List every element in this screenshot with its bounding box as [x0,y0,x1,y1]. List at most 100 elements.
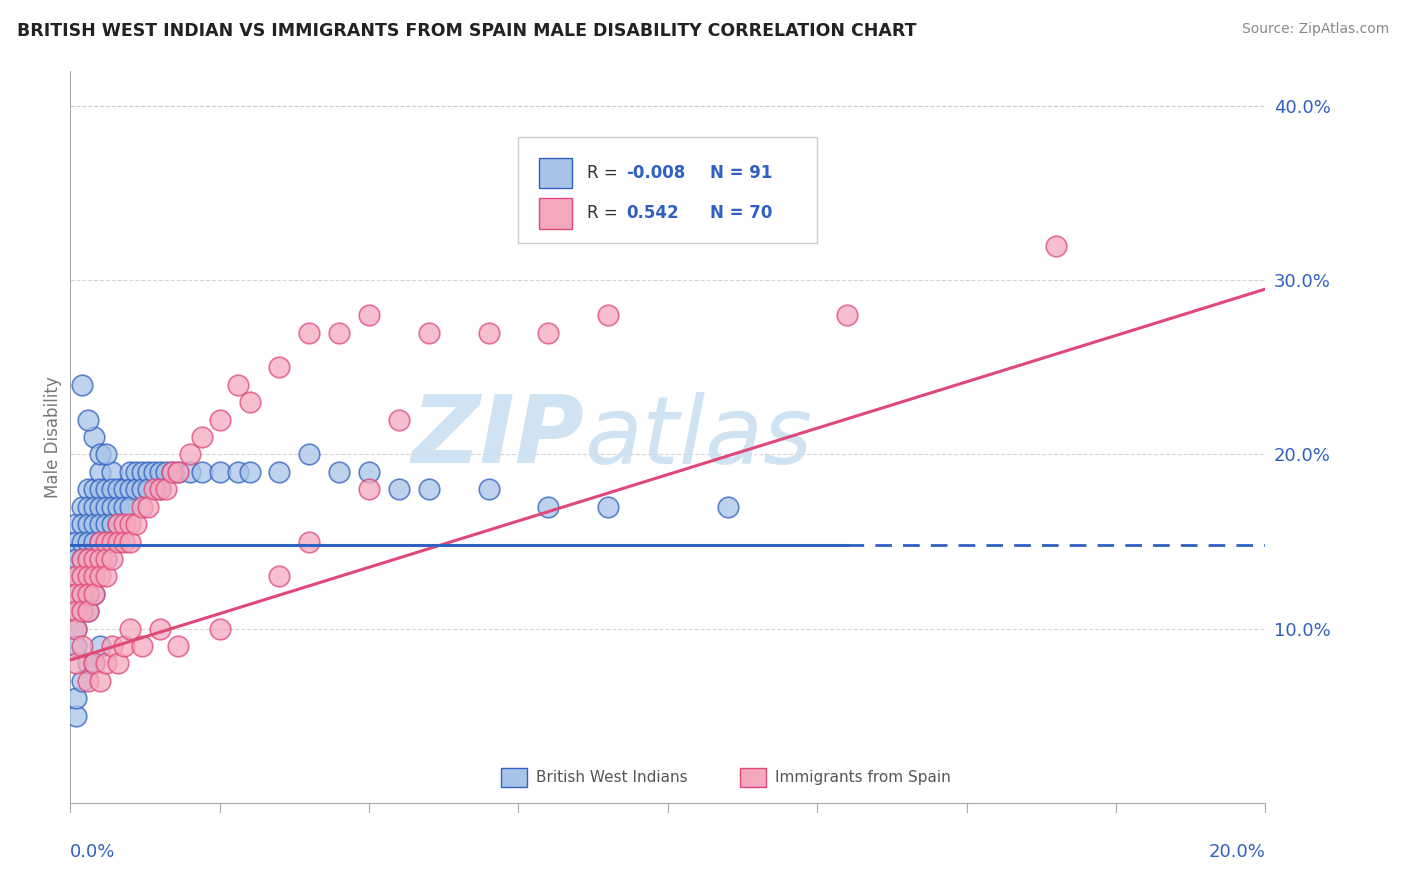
Point [65,691,87,706]
Point [120,483,141,497]
Text: -0.008: -0.008 [626,164,685,182]
Point [77,569,100,583]
Point [155,483,177,497]
Point [179,465,201,479]
Point [359,465,381,479]
Point [160,465,183,479]
Point [77,552,100,566]
Point [65,604,87,618]
Point [89,534,111,549]
Point [298,326,321,340]
Point [65,569,87,583]
Point [269,360,291,375]
Point [70,587,93,601]
Point [83,534,105,549]
Text: British West Indians: British West Indians [537,771,688,786]
Point [65,604,87,618]
Point [418,483,440,497]
Point [160,465,183,479]
Point [65,587,87,601]
Point [89,552,111,566]
Point [166,639,188,653]
Point [77,483,100,497]
Point [70,569,93,583]
Text: Immigrants from Spain: Immigrants from Spain [776,771,950,786]
Point [136,483,159,497]
Point [96,569,118,583]
Point [149,483,172,497]
Point [101,465,124,479]
Point [70,534,93,549]
Point [96,552,118,566]
Point [101,483,124,497]
Point [70,569,93,583]
Point [65,708,87,723]
Point [89,483,111,497]
Point [120,517,141,532]
Point [83,657,105,671]
Point [837,308,859,322]
Text: Source: ZipAtlas.com: Source: ZipAtlas.com [1241,22,1389,37]
Point [107,517,129,532]
FancyBboxPatch shape [538,158,572,188]
Point [107,657,129,671]
Point [125,465,148,479]
Point [239,465,262,479]
Point [89,517,111,532]
Point [77,587,100,601]
Point [89,552,111,566]
Point [89,673,111,688]
Point [89,500,111,514]
Point [70,552,93,566]
Point [598,500,620,514]
Point [112,483,135,497]
Point [598,308,620,322]
Point [101,639,124,653]
Point [89,448,111,462]
Point [208,412,231,426]
Point [77,500,100,514]
FancyBboxPatch shape [740,768,766,787]
Point [83,483,105,497]
Point [65,517,87,532]
Point [77,657,100,671]
Point [101,500,124,514]
Point [96,517,118,532]
Point [136,500,159,514]
Point [89,639,111,653]
Point [149,465,172,479]
Point [131,483,153,497]
Text: BRITISH WEST INDIAN VS IMMIGRANTS FROM SPAIN MALE DISABILITY CORRELATION CHART: BRITISH WEST INDIAN VS IMMIGRANTS FROM S… [17,22,917,40]
Point [83,587,105,601]
Point [65,657,87,671]
Point [96,534,118,549]
Point [478,326,501,340]
Point [131,639,153,653]
Point [143,465,166,479]
Point [83,657,105,671]
Text: 0.542: 0.542 [626,204,679,222]
Point [112,534,135,549]
Point [83,569,105,583]
Point [77,412,100,426]
Point [112,639,135,653]
Point [418,326,440,340]
Text: atlas: atlas [585,392,813,483]
Point [65,534,87,549]
Text: N = 70: N = 70 [710,204,772,222]
Point [107,483,129,497]
Text: 20.0%: 20.0% [1209,843,1265,861]
Point [328,465,350,479]
Point [120,622,141,636]
Point [226,465,249,479]
Point [89,569,111,583]
FancyBboxPatch shape [501,768,527,787]
Point [717,500,740,514]
Point [96,657,118,671]
Text: ZIP: ZIP [412,391,585,483]
Point [77,569,100,583]
Point [537,500,560,514]
Y-axis label: Male Disability: Male Disability [44,376,62,498]
Point [70,587,93,601]
Point [83,552,105,566]
